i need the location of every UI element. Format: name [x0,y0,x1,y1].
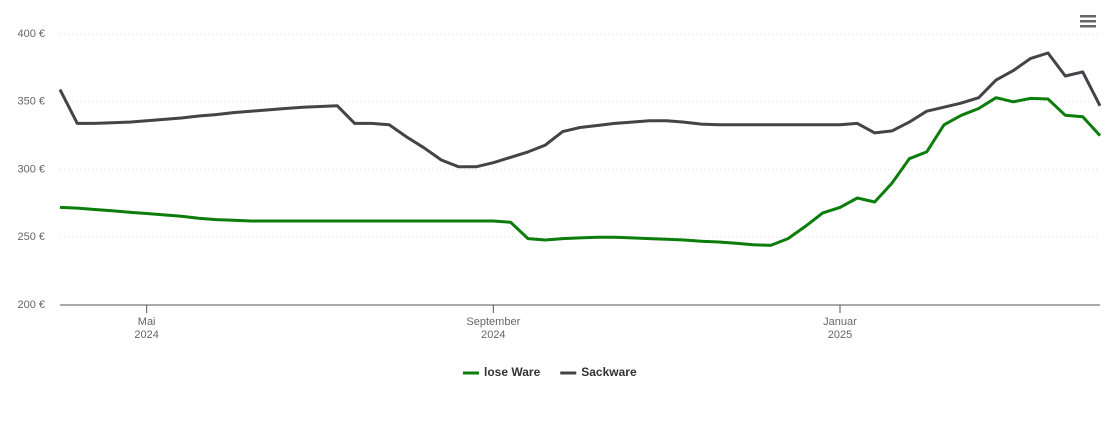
legend-item[interactable]: Sackware [560,365,637,379]
legend-label: lose Ware [484,365,541,379]
series-line [59,96,1102,247]
y-tick-label: 350 € [17,96,45,108]
series-line [58,51,1102,169]
menu-button[interactable] [1080,15,1096,28]
x-tick-label: Mai 2024 [134,316,159,341]
menu-bar [1080,15,1096,18]
menu-bar [1080,25,1096,28]
menu-bar [1080,20,1096,23]
x-tick-label: Januar 2025 [823,316,857,341]
legend-label: Sackware [581,365,637,379]
y-tick-label: 250 € [17,231,45,243]
y-tick-label: 300 € [17,163,45,175]
legend: lose Ware Sackware [463,365,637,379]
y-tick-label: 200 € [17,299,45,311]
y-tick-label: 400 € [17,28,45,40]
x-tick-label: September 2024 [466,316,521,341]
legend-item[interactable]: lose Ware [463,365,541,379]
